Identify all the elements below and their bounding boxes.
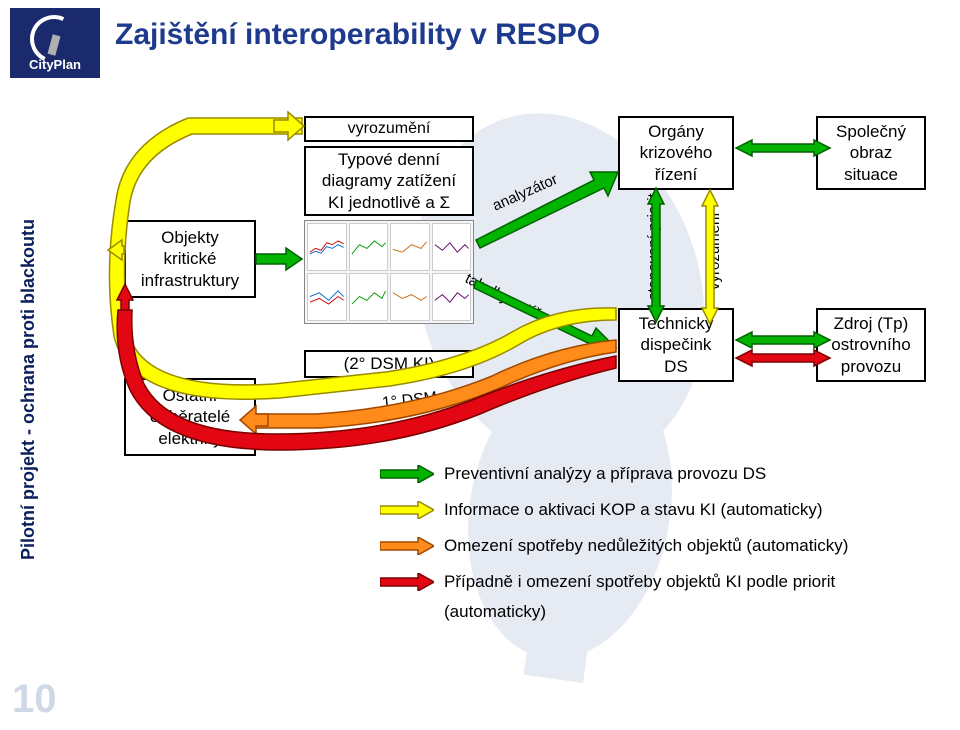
- box-type-diagrams-text: Typové denní diagramy zatížení KI jednot…: [322, 149, 456, 213]
- box-source-tp-text: Zdroj (Tp) ostrovního provozu: [831, 313, 910, 377]
- legend-text-4: Případně i omezení spotřeby objektů KI p…: [444, 572, 835, 592]
- box-tech-dispatch: Technický dispečink DS: [618, 308, 734, 382]
- legend-row-5: (automaticky): [444, 602, 546, 622]
- thumbnail-grid: [304, 220, 474, 324]
- logo-swirl: [30, 15, 80, 55]
- label-load-tables: tabulky zatížení: [462, 270, 563, 332]
- legend-text-3: Omezení spotřeby nedůležitých objektů (a…: [444, 536, 848, 556]
- box-other-consumers-text: Ostatní odběratelé elektřiny: [150, 385, 230, 449]
- box-crisis: Orgány krizového řízení: [618, 116, 734, 190]
- label-set-priorities: stanovení priorit: [645, 193, 662, 300]
- logo: CityPlan: [10, 8, 100, 78]
- box-tech-dispatch-text: Technický dispečink DS: [639, 313, 714, 377]
- label-dsm1: 1° DSM: [381, 389, 438, 413]
- legend-text-5: (automaticky): [444, 602, 546, 622]
- legend-arrow-orange: [380, 537, 434, 555]
- box-objects-ki-text: Objekty kritické infrastruktury: [141, 227, 239, 291]
- box-objects-ki: Objekty kritické infrastruktury: [124, 220, 256, 298]
- arrow-green-objects-to-diagrams: [256, 248, 302, 270]
- chart-thumb: [432, 223, 472, 271]
- box-notify-top-text: vyrozumění: [348, 119, 431, 139]
- box-notify-top: vyrozumění: [304, 116, 474, 142]
- box-dsm2-text: (2° DSM KI): [344, 353, 435, 374]
- chart-thumb: [390, 273, 430, 321]
- legend-arrow-green: [380, 465, 434, 483]
- box-crisis-text: Orgány krizového řízení: [640, 121, 713, 185]
- legend-row-1: Preventivní analýzy a příprava provozu D…: [380, 464, 766, 484]
- box-common-picture-text: Společný obraz situace: [836, 121, 906, 185]
- legend-text-1: Preventivní analýzy a příprava provozu D…: [444, 464, 766, 484]
- legend-row-4: Případně i omezení spotřeby objektů KI p…: [380, 572, 835, 592]
- chart-thumb: [307, 223, 347, 271]
- label-notify-mid: vyrozumění: [706, 212, 723, 290]
- legend-row-2: Informace o aktivaci KOP a stavu KI (aut…: [380, 500, 823, 520]
- chart-thumb: [307, 273, 347, 321]
- box-dsm2: (2° DSM KI): [304, 350, 474, 378]
- legend-arrow-red: [380, 573, 434, 591]
- chart-thumb: [349, 223, 389, 271]
- legend-row-3: Omezení spotřeby nedůležitých objektů (a…: [380, 536, 848, 556]
- diagram: Objekty kritické infrastruktury Ostatní …: [60, 90, 950, 710]
- legend-arrow-yellow: [380, 501, 434, 519]
- label-analyzer: analyzátor: [490, 171, 560, 215]
- chart-thumb: [349, 273, 389, 321]
- box-type-diagrams: Typové denní diagramy zatížení KI jednot…: [304, 146, 474, 216]
- box-common-picture: Společný obraz situace: [816, 116, 926, 190]
- sidebar-caption: Pilotní projekt - ochrana proti blackout…: [18, 219, 39, 560]
- page-title: Zajištění interoperability v RESPO: [115, 18, 600, 52]
- box-source-tp: Zdroj (Tp) ostrovního provozu: [816, 308, 926, 382]
- legend-text-2: Informace o aktivaci KOP a stavu KI (aut…: [444, 500, 823, 520]
- page-number: 10: [12, 677, 57, 722]
- chart-thumb: [390, 223, 430, 271]
- box-other-consumers: Ostatní odběratelé elektřiny: [124, 378, 256, 456]
